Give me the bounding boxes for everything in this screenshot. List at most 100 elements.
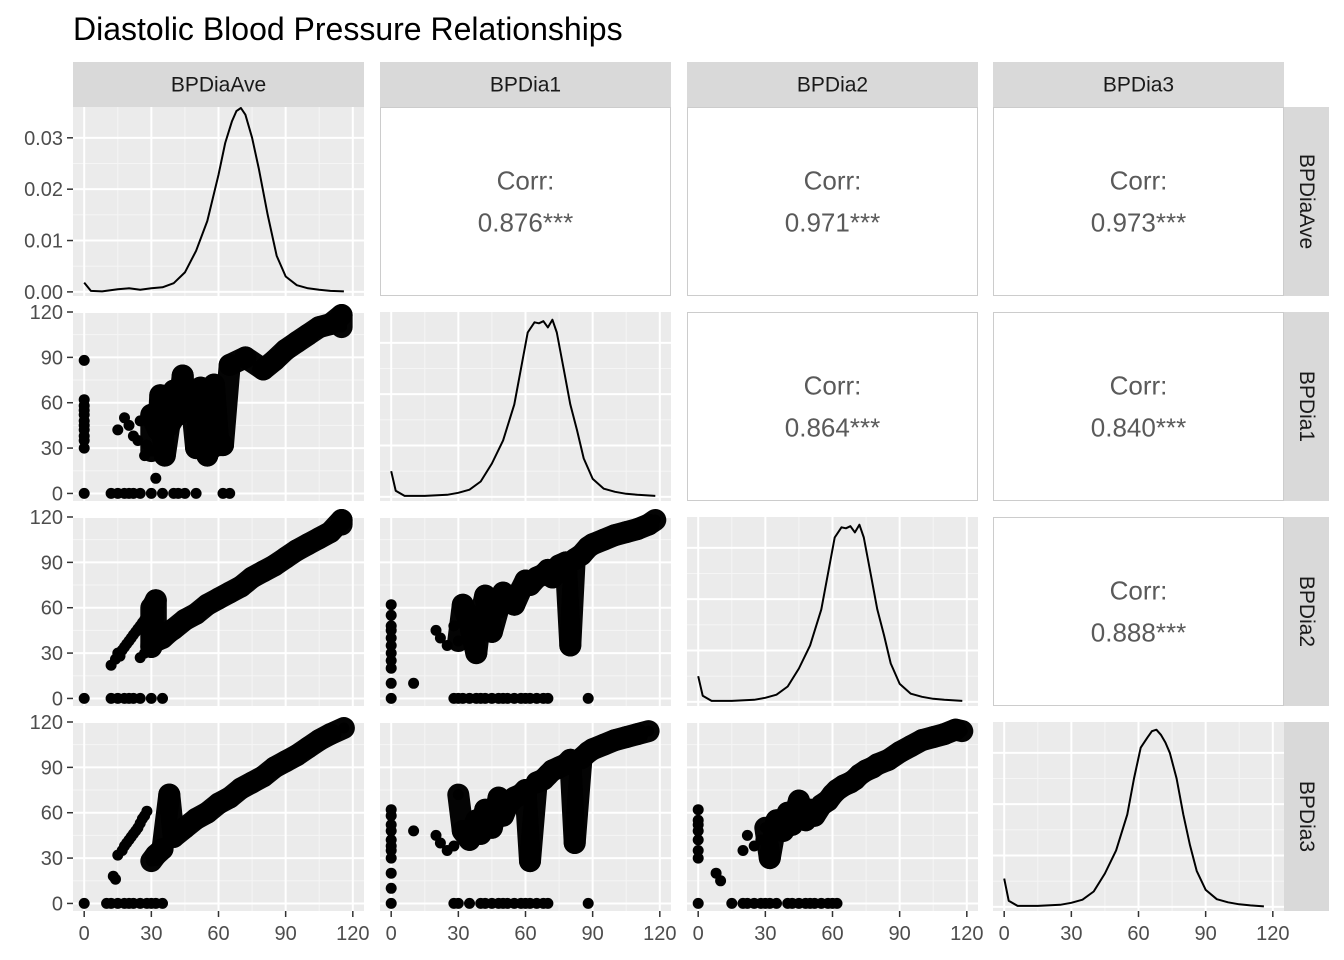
data-point — [134, 692, 146, 704]
column-strip-label: BPDia3 — [1103, 74, 1174, 97]
data-point — [385, 609, 397, 621]
data-point — [692, 825, 704, 837]
y-tick-label: 0 — [52, 483, 63, 505]
correlation-panel — [993, 517, 1284, 706]
x-tick-label: 30 — [754, 923, 776, 945]
data-point — [78, 442, 90, 454]
x-tick-label: 0 — [386, 923, 397, 945]
data-point-cloud — [519, 771, 548, 873]
x-tick-label: 60 — [207, 923, 229, 945]
scatter-series-BPDiaAve-BPDia2 — [78, 509, 353, 704]
data-point — [737, 845, 749, 856]
correlation-label: Corr: — [497, 166, 555, 196]
correlation-label: Corr: — [1110, 166, 1168, 196]
data-point — [542, 692, 554, 704]
data-point — [385, 882, 397, 894]
data-point — [134, 487, 146, 499]
y-tick-label: 120 — [30, 712, 63, 734]
row-strip-label: BPDia3 — [1295, 781, 1318, 852]
x-tick-label: 60 — [821, 923, 843, 945]
correlation-label: Corr: — [1110, 371, 1168, 401]
x-tick-label: 90 — [1195, 923, 1217, 945]
data-point — [385, 692, 397, 704]
data-point — [112, 424, 124, 436]
x-tick-label: 90 — [582, 923, 604, 945]
data-point — [542, 897, 554, 909]
x-tick-label: 60 — [1127, 923, 1149, 945]
correlation-value: 0.973*** — [1091, 208, 1186, 238]
correlation-label: Corr: — [1110, 576, 1168, 606]
data-point — [123, 419, 135, 431]
data-point — [692, 852, 704, 864]
y-tick-label: 30 — [41, 848, 63, 870]
scatter-series-BPDia1-BPDia2 — [385, 509, 667, 704]
data-point — [141, 805, 153, 817]
row-strip-BPDia3 — [1284, 722, 1329, 911]
y-tick-label: 60 — [41, 803, 63, 825]
x-tick-label: 30 — [140, 923, 162, 945]
data-point — [831, 897, 843, 909]
data-point — [448, 840, 460, 852]
correlation-label: Corr: — [804, 166, 862, 196]
data-point — [385, 624, 397, 636]
data-point — [78, 897, 90, 909]
data-point — [452, 897, 464, 909]
data-point — [408, 825, 420, 837]
row-strip-label: BPDia2 — [1295, 576, 1318, 647]
data-point — [385, 897, 397, 909]
column-strip-BPDiaAve — [73, 62, 364, 107]
data-point-cloud — [944, 718, 974, 743]
y-tick-label: 0.00 — [24, 282, 63, 304]
data-point — [408, 677, 420, 689]
data-point-cloud — [563, 747, 593, 854]
y-tick-label: 0 — [52, 893, 63, 915]
row-strip-BPDiaAve — [1284, 107, 1329, 296]
data-point — [150, 472, 162, 484]
scatter-series-BPDiaAve-BPDia1 — [78, 304, 353, 499]
y-tick-label: 30 — [41, 643, 63, 665]
y-tick-label: 0.02 — [24, 179, 63, 201]
correlation-value: 0.840*** — [1091, 413, 1186, 443]
x-tick-label: 120 — [950, 923, 983, 945]
correlation-panel — [993, 107, 1284, 296]
column-strip-BPDia2 — [687, 62, 978, 107]
data-point — [741, 829, 753, 841]
row-strip-label: BPDia1 — [1295, 371, 1318, 442]
chart-title: Diastolic Blood Pressure Relationships — [73, 11, 623, 47]
x-tick-label: 90 — [889, 923, 911, 945]
column-strip-BPDia3 — [993, 62, 1284, 107]
y-tick-label: 60 — [41, 598, 63, 620]
data-point — [726, 897, 738, 909]
y-tick-label: 0.01 — [24, 231, 63, 253]
x-tick-label: 120 — [1256, 923, 1289, 945]
plot-layer: BPDiaAve BPDia1 BPDia2 BPDia3 BPDiaAve BPDia1… — [24, 62, 1329, 945]
column-strip-BPDia1 — [380, 62, 671, 107]
y-tick-label: 90 — [41, 347, 63, 369]
y-tick-label: 0 — [52, 688, 63, 710]
y-tick-label: 90 — [41, 552, 63, 574]
data-point — [385, 810, 397, 822]
x-tick-label: 30 — [447, 923, 469, 945]
correlation-label: Corr: — [804, 371, 862, 401]
correlation-panel — [993, 312, 1284, 501]
density-line-BPDia1 — [390, 318, 656, 497]
correlation-panel — [380, 107, 671, 296]
x-tick-label: 60 — [514, 923, 536, 945]
data-point — [385, 655, 397, 667]
data-point-cloud — [212, 353, 241, 457]
density-line-BPDiaAve — [83, 107, 344, 293]
data-point — [78, 354, 90, 366]
data-point — [434, 837, 446, 849]
y-tick-label: 60 — [41, 393, 63, 415]
data-point — [385, 677, 397, 689]
data-point — [78, 487, 90, 499]
data-point — [157, 487, 168, 499]
x-tick-label: 30 — [1060, 923, 1082, 945]
data-point — [145, 692, 157, 704]
correlation-panel — [687, 312, 978, 501]
y-tick-label: 90 — [41, 757, 63, 779]
data-point — [771, 897, 782, 909]
data-point-cloud — [637, 509, 667, 536]
x-tick-label: 120 — [336, 923, 369, 945]
